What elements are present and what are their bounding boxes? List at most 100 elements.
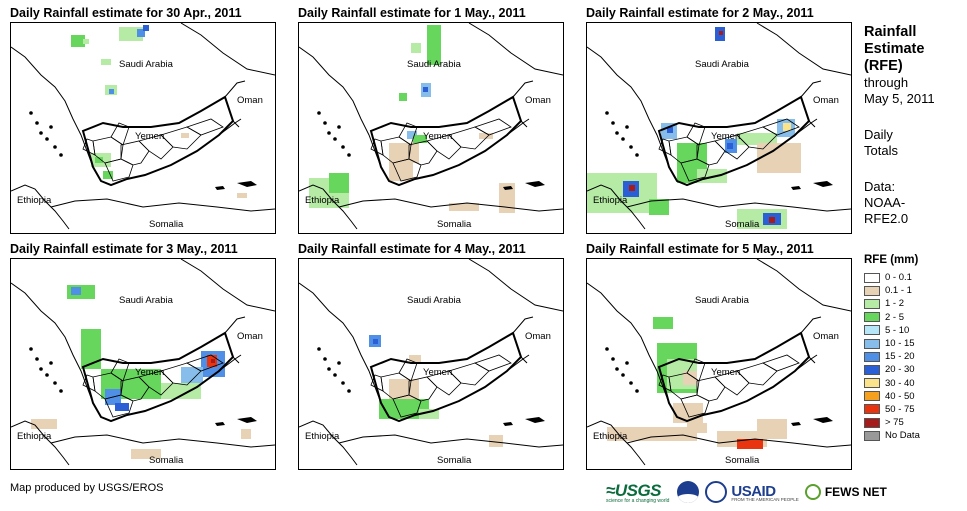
legend-swatch [864,325,880,336]
rainfall-map-1-may: Saudi Arabia Oman Yemen Ethiopia Somalia [298,22,564,234]
country-label-ethiopia: Ethiopia [17,431,52,442]
noaa-logo [677,481,700,503]
country-label-ethiopia: Ethiopia [593,195,628,206]
fews-globe-icon [804,484,821,500]
country-label-ethiopia: Ethiopia [17,195,52,206]
country-label-yemen: Yemen [423,131,452,142]
map-canvas: Saudi Arabia Oman Yemen Ethiopia Somalia [587,23,851,230]
agency-logos: ≈USGS science for a changing world USAID… [606,478,887,506]
rainfall-map-2-may: Saudi Arabia Oman Yemen Ethiopia Somalia [586,22,852,234]
map-canvas: Saudi Arabia Oman Yemen Ethiopia Somalia [587,259,851,466]
data-source-label: Data: NOAA- RFE2.0 [864,179,909,226]
legend-swatch [864,285,880,296]
usgs-logo: ≈USGS science for a changing world [606,480,670,504]
country-label-saudi: Saudi Arabia [407,295,462,306]
country-label-saudi: Saudi Arabia [407,59,462,70]
legend-label: 50 - 75 [885,403,915,415]
country-label-yemen: Yemen [423,367,452,378]
country-label-somalia: Somalia [149,455,184,466]
legend-label: > 75 [885,417,904,429]
map-canvas: Saudi Arabia Oman Yemen Ethiopia Somalia [11,23,275,230]
through-date: May 5, 2011 [864,91,935,106]
panel-title-2: Daily Rainfall estimate for 1 May., 2011 [298,6,526,20]
legend-item: > 75 [864,416,920,429]
map-canvas: Saudi Arabia Oman Yemen Ethiopia Somalia [299,23,563,230]
map-credit: Map produced by USGS/EROS [10,482,164,494]
legend-item: 30 - 40 [864,377,920,390]
legend-swatch [864,417,880,428]
legend-title: RFE (mm) [864,254,919,266]
legend-item: 50 - 75 [864,403,920,416]
usaid-logo: USAID FROM THE AMERICAN PEOPLE [731,482,799,502]
legend-label: 20 - 30 [885,364,915,376]
country-label-oman: Oman [237,331,263,342]
legend-item: 0.1 - 1 [864,284,920,297]
country-label-somalia: Somalia [437,219,472,230]
country-label-ethiopia: Ethiopia [305,431,340,442]
panel-title-4: Daily Rainfall estimate for 3 May., 2011 [10,242,238,256]
legend-item: 15 - 20 [864,350,920,363]
through-label: through [864,75,909,90]
state-department-seal [705,481,728,503]
legend-swatch [864,272,880,283]
panel-title-5: Daily Rainfall estimate for 4 May., 2011 [298,242,526,256]
country-label-somalia: Somalia [725,219,760,230]
legend-item: 0 - 0.1 [864,271,920,284]
legend-swatch [864,351,880,362]
map-canvas: Saudi Arabia Oman Yemen Ethiopia Somalia [299,259,563,466]
country-label-oman: Oman [813,331,839,342]
legend-swatch [864,312,880,323]
legend-label: 1 - 2 [885,298,905,310]
country-label-oman: Oman [237,95,263,106]
legend-label: 0 - 0.1 [885,272,912,284]
country-label-saudi: Saudi Arabia [119,59,174,70]
country-label-yemen: Yemen [711,367,740,378]
legend-swatch [864,404,880,415]
country-label-oman: Oman [525,95,551,106]
country-label-saudi: Saudi Arabia [695,59,750,70]
legend-swatch [864,391,880,402]
map-info: Rainfall Estimate (RFE) through May 5, 2… [864,24,935,227]
fews-net-logo: FEWS NET [804,484,887,500]
legend-label: 15 - 20 [885,351,915,363]
legend-item: 1 - 2 [864,297,920,310]
panel-title-1: Daily Rainfall estimate for 30 Apr., 201… [10,6,242,20]
panel-title-6: Daily Rainfall estimate for 5 May., 2011 [586,242,814,256]
legend-label: 40 - 50 [885,390,915,402]
legend-label: No Data [885,430,920,442]
legend-swatch [864,338,880,349]
legend-swatch [864,378,880,389]
country-label-saudi: Saudi Arabia [119,295,174,306]
legend-item: 10 - 15 [864,337,920,350]
rainfall-map-5-may: Saudi Arabia Oman Yemen Ethiopia Somalia [586,258,852,470]
country-label-oman: Oman [525,331,551,342]
rainfall-map-4-may: Saudi Arabia Oman Yemen Ethiopia Somalia [298,258,564,470]
country-label-yemen: Yemen [135,367,164,378]
country-label-somalia: Somalia [725,455,760,466]
legend-swatch [864,430,880,441]
legend-item: 20 - 30 [864,363,920,376]
legend-label: 10 - 15 [885,338,915,350]
legend-swatch [864,364,880,375]
daily-totals-label: Daily Totals [864,127,898,158]
country-label-saudi: Saudi Arabia [695,295,750,306]
country-label-ethiopia: Ethiopia [305,195,340,206]
country-label-ethiopia: Ethiopia [593,431,628,442]
country-label-yemen: Yemen [711,131,740,142]
legend-item: 2 - 5 [864,311,920,324]
panel-title-3: Daily Rainfall estimate for 2 May., 2011 [586,6,814,20]
rainfall-map-3-may: Saudi Arabia Oman Yemen Ethiopia Somalia [10,258,276,470]
country-label-oman: Oman [813,95,839,106]
legend-item: 40 - 50 [864,390,920,403]
legend-swatch [864,298,880,309]
legend-label: 0.1 - 1 [885,285,912,297]
rainfall-map-30-apr: Saudi Arabia Oman Yemen Ethiopia Somalia [10,22,276,234]
legend-item: 5 - 10 [864,324,920,337]
legend-item: No Data [864,429,920,442]
country-label-yemen: Yemen [135,131,164,142]
map-main-title: Rainfall Estimate (RFE) [864,24,925,74]
legend-label: 5 - 10 [885,324,910,336]
country-label-somalia: Somalia [149,219,184,230]
